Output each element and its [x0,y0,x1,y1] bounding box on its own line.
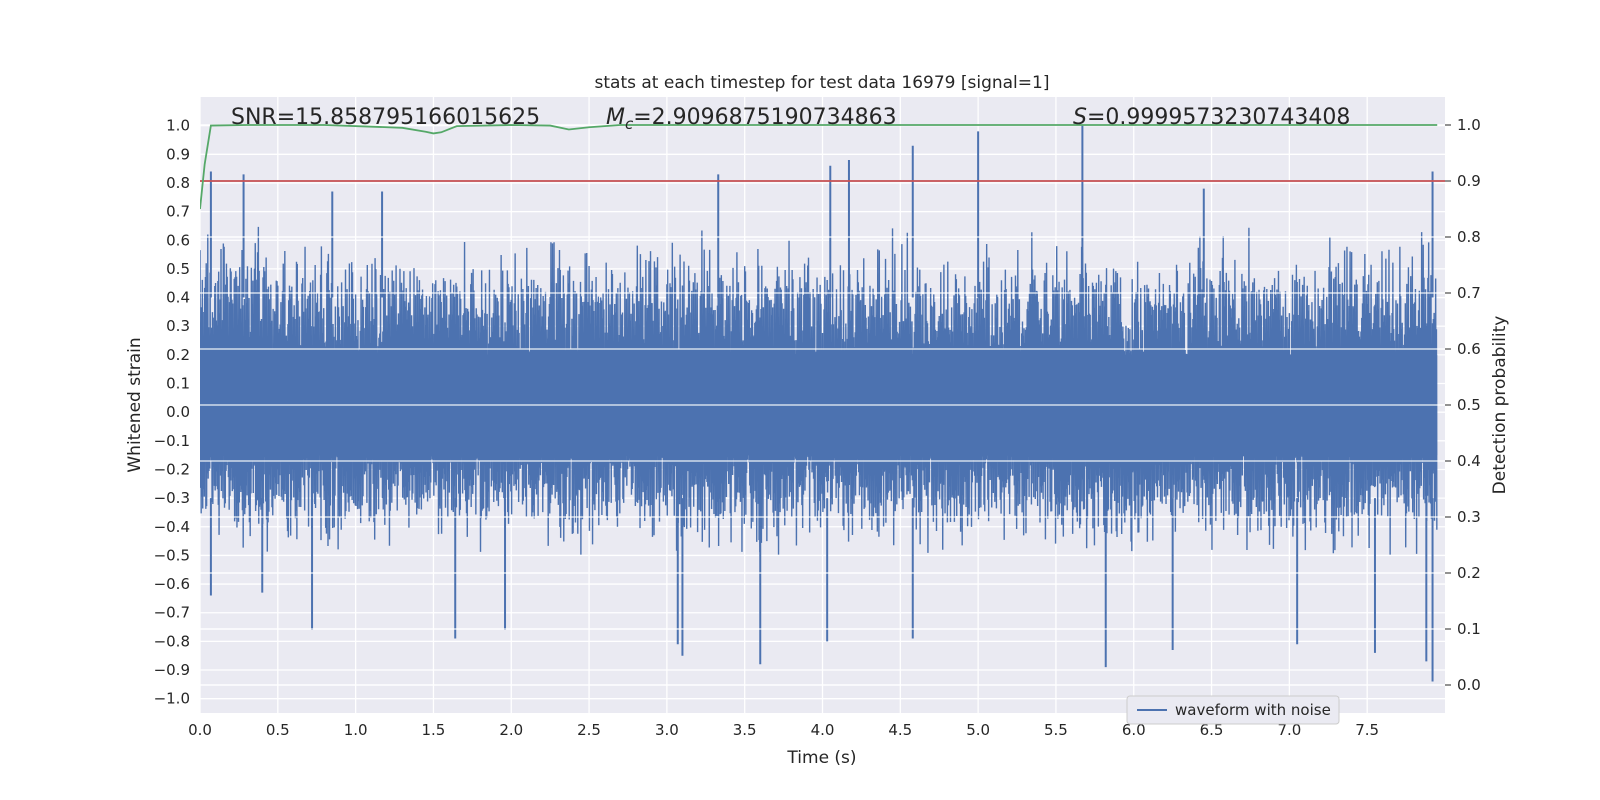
y-tick-labels: 1.0 0.9 0.8 0.7 0.6 0.5 0.4 0.3 0.2 0.1 0.0 −0.1 −0.… [154,117,190,708]
chart-title: stats at each timestep for test data 169… [595,73,1050,93]
x-tick-label: 3.0 [655,721,679,739]
y-tick-label: 0.6 [166,231,190,249]
x-tick-label: 0.0 [188,721,212,739]
x-tick-label: 0.5 [266,721,290,739]
x-tick-label: 6.5 [1200,721,1224,739]
x-tick-label: 2.0 [499,721,523,739]
y-tick-label: 0.0 [166,403,190,421]
annotation-score: S=0.9999573230743408 [1073,105,1350,130]
y-tick-label: −0.3 [154,489,190,507]
x-tick-labels: 0.0 0.5 1.0 1.5 2.0 2.5 3.0 3.5 4.0 4.5 5.0 5.5 6.0 6… [188,721,1379,739]
y-tick-label: 0.4 [166,289,190,307]
x-tick-label: 6.0 [1122,721,1146,739]
y2-tick-label: 0.5 [1457,396,1481,414]
y2-tick-label: 0.6 [1457,340,1481,358]
y2-tick-label: 0.2 [1457,564,1481,582]
y-tick-label: 0.8 [166,174,190,192]
y-axis-label: Whitened strain [125,337,145,472]
annotation-snr: SNR=15.858795166015625 [231,105,540,130]
legend: waveform with noise [1126,695,1340,725]
y-tick-label: −0.8 [154,632,190,650]
y2-tick-label: 0.9 [1457,172,1481,190]
y-tick-label: 1.0 [166,117,190,135]
annotation-score-value: =0.9999573230743408 [1087,105,1350,130]
x-tick-label: 4.5 [888,721,912,739]
y-tick-label: −0.1 [154,432,190,450]
y2-tick-label: 0.8 [1457,228,1481,246]
y-tick-label: 0.2 [166,346,190,364]
y2-tick-label: 0.7 [1457,284,1481,302]
annotation-chirp-mass-sub: c [625,115,634,133]
x-tick-label: 5.5 [1044,721,1068,739]
y2-tick-label: 0.4 [1457,452,1481,470]
annotation-score-symbol: S [1073,105,1087,130]
annotation-chirp-mass-value: =2.9096875190734863 [633,105,896,130]
annotation-chirp-mass-symbol: M [606,105,625,130]
y-tick-label: 0.7 [166,203,190,221]
y2-tick-label: 0.1 [1457,620,1481,638]
y-tick-label: −0.9 [154,661,190,679]
annotation-chirp-mass: Mc=2.9096875190734863 [606,105,897,133]
x-tick-label: 7.0 [1277,721,1301,739]
annotations: SNR=15.858795166015625 Mc=2.909687519073… [231,105,1350,133]
y-tick-label: 0.5 [166,260,190,278]
y2-tick-label: 1.0 [1457,116,1481,134]
x-axis-label: Time (s) [786,748,856,768]
x-tick-label: 5.0 [966,721,990,739]
y-tick-label: −0.7 [154,604,190,622]
y2-tick-label: 0.3 [1457,508,1481,526]
y-tick-label: 0.3 [166,317,190,335]
x-tick-label: 2.5 [577,721,601,739]
x-tick-label: 3.5 [733,721,757,739]
y-tick-label: −0.5 [154,546,190,564]
legend-box [1126,695,1340,725]
y2-tick-labels: 1.0 0.9 0.8 0.7 0.6 0.5 0.4 0.3 0.2 0.1 0.0 [1445,116,1481,694]
y-tick-label: −0.4 [154,518,190,536]
y-tick-label: 0.9 [166,145,190,163]
y2-axis-label: Detection probability [1490,316,1510,495]
y2-tick-label: 0.0 [1457,676,1481,694]
x-tick-label: 1.0 [344,721,368,739]
y-tick-label: −1.0 [154,690,190,708]
plot-area [200,124,1445,686]
y-tick-label: −0.6 [154,575,190,593]
x-tick-label: 1.5 [422,721,446,739]
y-tick-label: 0.1 [166,375,190,393]
legend-label-waveform: waveform with noise [1175,701,1331,719]
detection-probability-line [200,124,1438,210]
x-tick-label: 7.5 [1355,721,1379,739]
x-tick-label: 4.0 [811,721,835,739]
y-tick-label: −0.2 [154,460,190,478]
